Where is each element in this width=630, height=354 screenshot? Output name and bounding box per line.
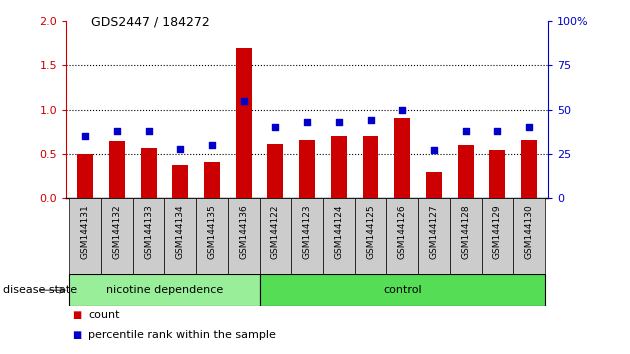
Text: GSM144125: GSM144125 (366, 204, 375, 259)
Text: GSM144132: GSM144132 (112, 204, 122, 259)
Bar (236, 48, 251, 198)
Point (461, 128, 471, 134)
Point (207, 142, 217, 148)
Point (270, 125, 280, 130)
Text: disease state: disease state (3, 285, 77, 295)
Bar (394, 118, 410, 198)
Point (80, 133, 90, 139)
Point (239, 98, 249, 104)
Point (334, 119, 344, 125)
Bar (386, 198, 418, 274)
Point (492, 128, 502, 134)
Text: GSM144128: GSM144128 (461, 204, 470, 259)
Text: GSM144136: GSM144136 (239, 204, 248, 259)
Bar (69, 274, 260, 306)
Bar (418, 198, 450, 274)
Bar (299, 140, 315, 198)
Bar (521, 140, 537, 198)
Text: GSM144131: GSM144131 (81, 204, 89, 259)
Bar (69, 198, 101, 274)
Text: ■: ■ (72, 330, 82, 339)
Bar (140, 148, 156, 198)
Point (397, 107, 407, 113)
Bar (323, 198, 355, 274)
Text: ■: ■ (72, 310, 82, 320)
Bar (458, 145, 474, 198)
Bar (173, 165, 188, 198)
Bar (490, 149, 505, 198)
Bar (196, 198, 228, 274)
Text: percentile rank within the sample: percentile rank within the sample (88, 330, 276, 339)
Text: GSM144127: GSM144127 (430, 204, 438, 259)
Text: count: count (88, 310, 120, 320)
Bar (260, 274, 545, 306)
Text: GSM144129: GSM144129 (493, 204, 502, 259)
Text: GSM144122: GSM144122 (271, 204, 280, 259)
Point (524, 125, 534, 130)
Point (365, 118, 375, 123)
Bar (291, 198, 323, 274)
Bar (481, 198, 513, 274)
Bar (204, 162, 220, 198)
Point (112, 128, 122, 134)
Bar (331, 136, 346, 198)
Text: GSM144126: GSM144126 (398, 204, 407, 259)
Bar (355, 198, 386, 274)
Text: GSM144130: GSM144130 (525, 204, 534, 259)
Bar (513, 198, 545, 274)
Bar (268, 144, 284, 198)
Bar (77, 154, 93, 198)
Bar (101, 198, 133, 274)
Bar (133, 198, 164, 274)
Bar (426, 172, 442, 198)
Point (302, 119, 312, 125)
Point (429, 148, 439, 153)
Text: GSM144134: GSM144134 (176, 204, 185, 259)
Bar (450, 198, 481, 274)
Point (144, 128, 154, 134)
Text: nicotine dependence: nicotine dependence (106, 285, 223, 295)
Point (175, 146, 185, 152)
Text: GSM144133: GSM144133 (144, 204, 153, 259)
Text: GDS2447 / 184272: GDS2447 / 184272 (91, 16, 210, 29)
Text: GSM144135: GSM144135 (207, 204, 217, 259)
Bar (109, 141, 125, 198)
Bar (164, 198, 196, 274)
Bar (228, 198, 260, 274)
Bar (260, 198, 291, 274)
Text: GSM144124: GSM144124 (335, 204, 343, 259)
Text: GSM144123: GSM144123 (302, 204, 312, 259)
Bar (363, 136, 379, 198)
Text: control: control (383, 285, 421, 295)
